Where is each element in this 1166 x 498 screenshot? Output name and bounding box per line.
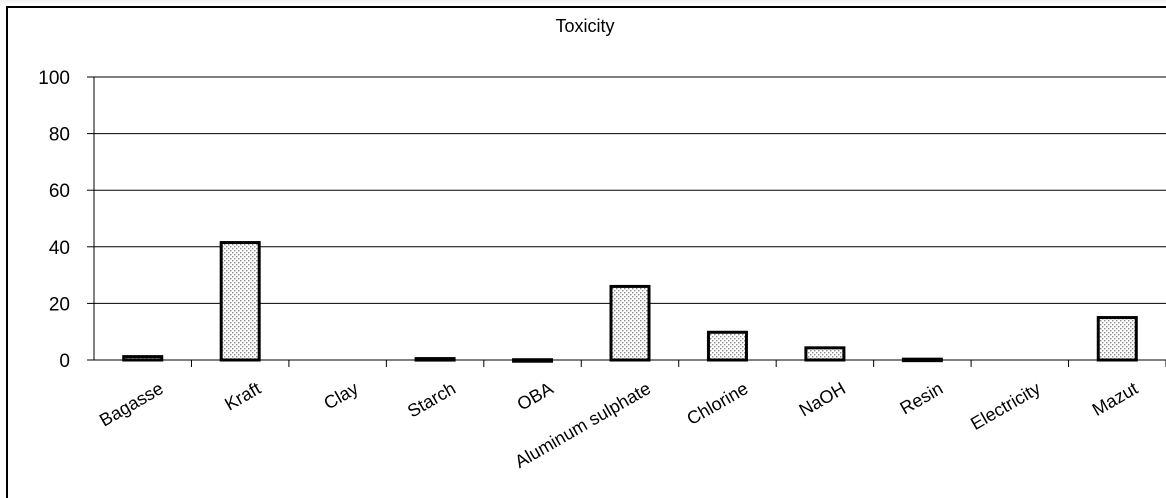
x-tick-label: Resin — [896, 378, 946, 418]
gridlines — [94, 76, 1166, 304]
x-tick-label: Clay — [320, 378, 361, 413]
x-tick-label: Starch — [404, 378, 459, 421]
y-tick-labels: 0 20 40 60 80 100 — [38, 68, 70, 372]
x-tick-label: OBA — [514, 378, 557, 414]
bar-naoh — [804, 346, 846, 362]
bar-bagasse — [122, 355, 164, 362]
y-tick-label: 0 — [59, 351, 70, 372]
top-shadow — [0, 0, 1166, 6]
chart-frame — [6, 6, 1166, 498]
bar-aluminum-sulphate — [609, 284, 651, 362]
bar-kraft — [219, 241, 261, 362]
y-tick-label: 100 — [38, 68, 70, 89]
x-tick-label: NaOH — [796, 378, 849, 420]
y-tick-label: 40 — [49, 238, 70, 259]
bar-oba — [512, 358, 554, 363]
y-tick-label: 20 — [49, 294, 70, 315]
x-tick-label: Bagasse — [96, 378, 167, 430]
bar-mazut — [1096, 316, 1138, 362]
bars — [122, 241, 1138, 363]
x-tick-label: Chlorine — [683, 378, 751, 429]
bar-resin — [901, 357, 943, 363]
x-tick-label: Mazut — [1089, 378, 1141, 420]
x-tick-label: Kraft — [221, 378, 264, 414]
chart-title: Toxicity — [555, 16, 614, 36]
x-tick-label: Electricity — [967, 378, 1044, 434]
y-tick-label: 80 — [49, 125, 70, 146]
y-tick-label: 60 — [49, 181, 70, 202]
bar-chlorine — [706, 330, 748, 362]
bar-starch — [414, 357, 456, 362]
